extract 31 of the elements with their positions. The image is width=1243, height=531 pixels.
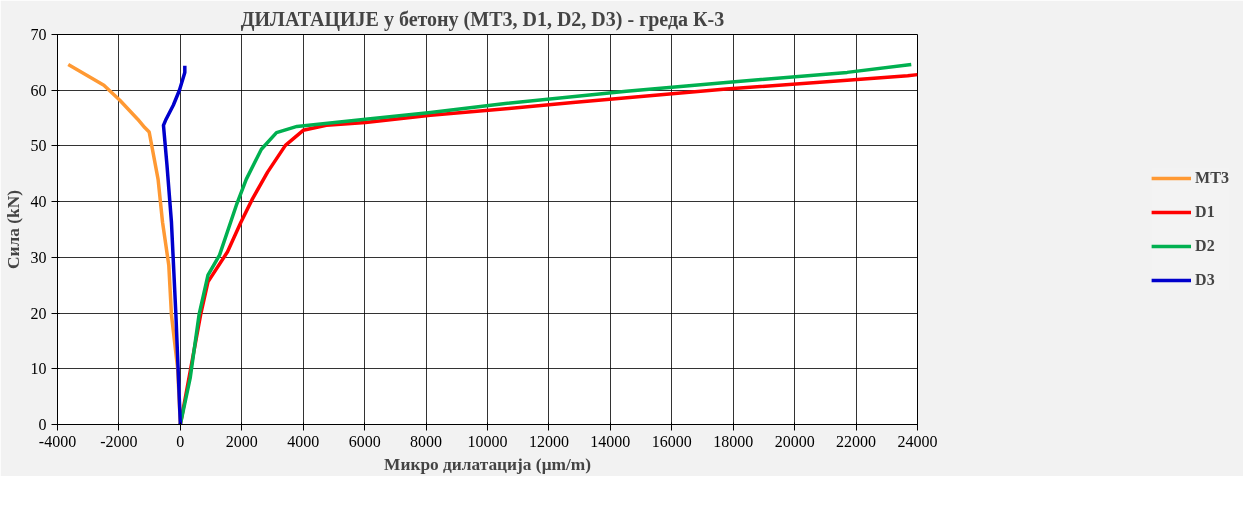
x-tick-label: 2000 [225,432,258,450]
x-tick-label: 10000 [467,432,508,450]
x-tick-label: 8000 [410,432,443,450]
x-tick-label: 22000 [836,432,877,450]
y-tick-label: 50 [30,137,47,155]
x-tick-label: 12000 [528,432,569,450]
x-tick-label: 14000 [590,432,631,450]
x-tick-label: 20000 [774,432,815,450]
x-tick-label: 4000 [287,432,320,450]
y-tick-label: 30 [30,248,47,266]
y-tick-label: 70 [30,26,47,43]
y-axis-title: Сила (kN) [3,189,23,269]
x-tick-label: -2000 [100,432,138,450]
y-tick-label: 40 [30,193,47,211]
line-series [161,63,187,425]
legend-label: D2 [1195,237,1216,255]
legend-label: D1 [1195,203,1216,221]
x-tick-label: 16000 [651,432,692,450]
x-tick-label: 18000 [713,432,754,450]
y-tick-label: 20 [30,304,47,322]
x-axis-title: Микро дилатација (μm/m) [384,454,592,474]
y-tick-label: 10 [30,360,47,378]
x-tick-label: 24000 [897,432,938,450]
x-tick-label: 6000 [348,432,381,450]
y-tick-label: 60 [30,81,47,99]
chart-title: ДИЛАТАЦИЈЕ у бетону (МТ3, D1, D2, D3) - греда К-3 [240,7,725,31]
x-tick-label: -4000 [38,432,77,450]
y-tick-label: 0 [38,416,47,433]
x-tick-label: 0 [176,432,185,450]
legend-label: МТ3 [1195,169,1229,187]
legend-label: D3 [1195,271,1216,289]
